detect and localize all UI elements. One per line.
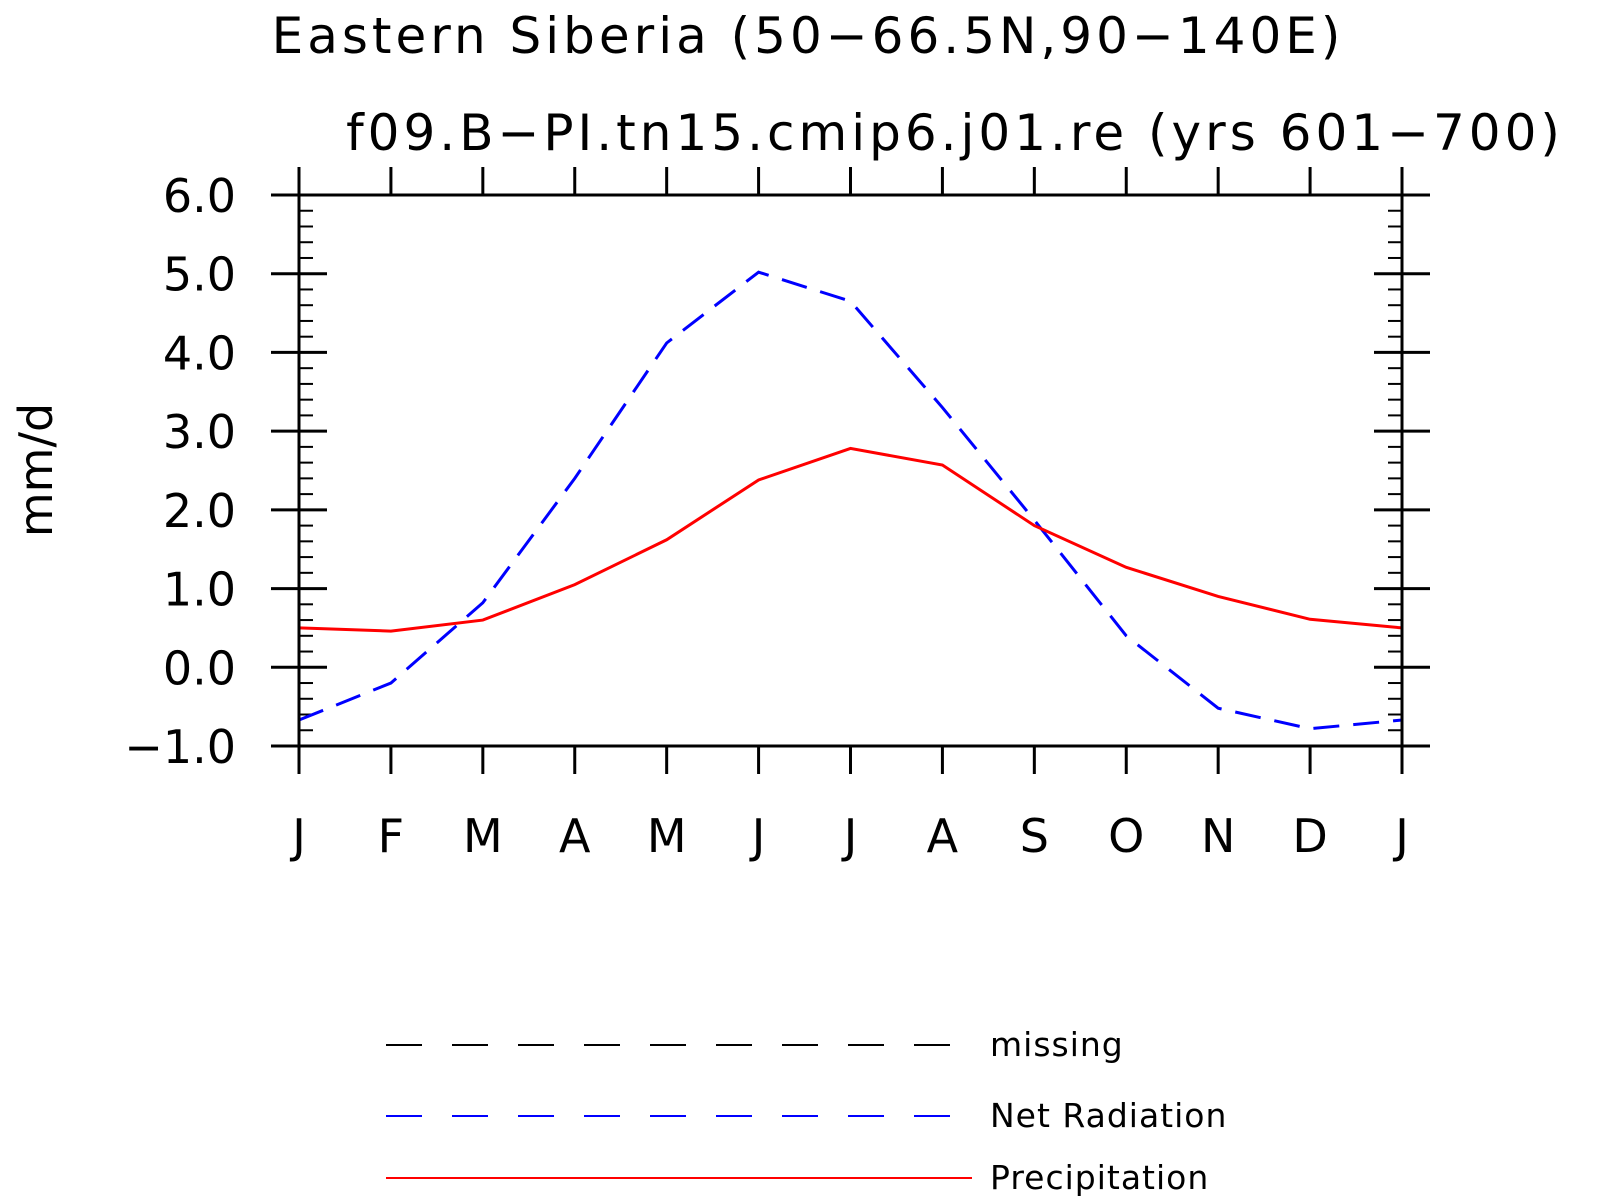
y-tick-label: 1.0	[163, 563, 236, 617]
axis-ticks	[271, 167, 1430, 774]
y-tick-label: 2.0	[163, 484, 236, 538]
y-tick-label: 4.0	[163, 326, 236, 380]
chart-subtitle: f09.B−PI.tn15.cmip6.j01.re (yrs 601−700)	[346, 104, 1564, 162]
x-tick-label: S	[1020, 809, 1049, 863]
series-line-precipitation	[298, 446, 1403, 633]
y-tick-label: 3.0	[163, 405, 236, 459]
x-tick-label: M	[647, 809, 687, 863]
y-tick-label: −1.0	[124, 720, 236, 774]
y-tick-label: 0.0	[163, 641, 236, 695]
x-tick-label: A	[927, 809, 959, 863]
x-tick-label: A	[559, 809, 591, 863]
legend-label-net-radiation: Net Radiation	[990, 1096, 1227, 1135]
series-line-net-radiation	[298, 270, 1403, 731]
legend: missing Net Radiation Precipitation	[386, 1025, 1227, 1197]
series-lines	[298, 270, 1403, 731]
y-tick-label: 5.0	[163, 248, 236, 302]
x-tick-label: J	[749, 809, 766, 863]
legend-label-missing: missing	[990, 1025, 1124, 1064]
x-tick-label: N	[1201, 809, 1235, 863]
y-axis-label: mm/d	[9, 403, 63, 537]
x-tick-label: M	[463, 809, 503, 863]
x-tick-label: O	[1108, 809, 1144, 863]
x-tick-label: F	[378, 809, 404, 863]
y-tick-label: 6.0	[163, 169, 236, 223]
x-tick-label: J	[1392, 809, 1409, 863]
y-tick-labels: −1.0 0.0 1.0 2.0 3.0 4.0 5.0 6.0	[124, 169, 236, 774]
plot-frame	[297, 193, 1404, 748]
legend-label-precipitation: Precipitation	[990, 1158, 1209, 1197]
chart-title: Eastern Siberia (50−66.5N,90−140E)	[272, 7, 1345, 65]
x-tick-label: J	[841, 809, 858, 863]
x-tick-label: D	[1292, 809, 1327, 863]
x-tick-label: J	[289, 809, 306, 863]
